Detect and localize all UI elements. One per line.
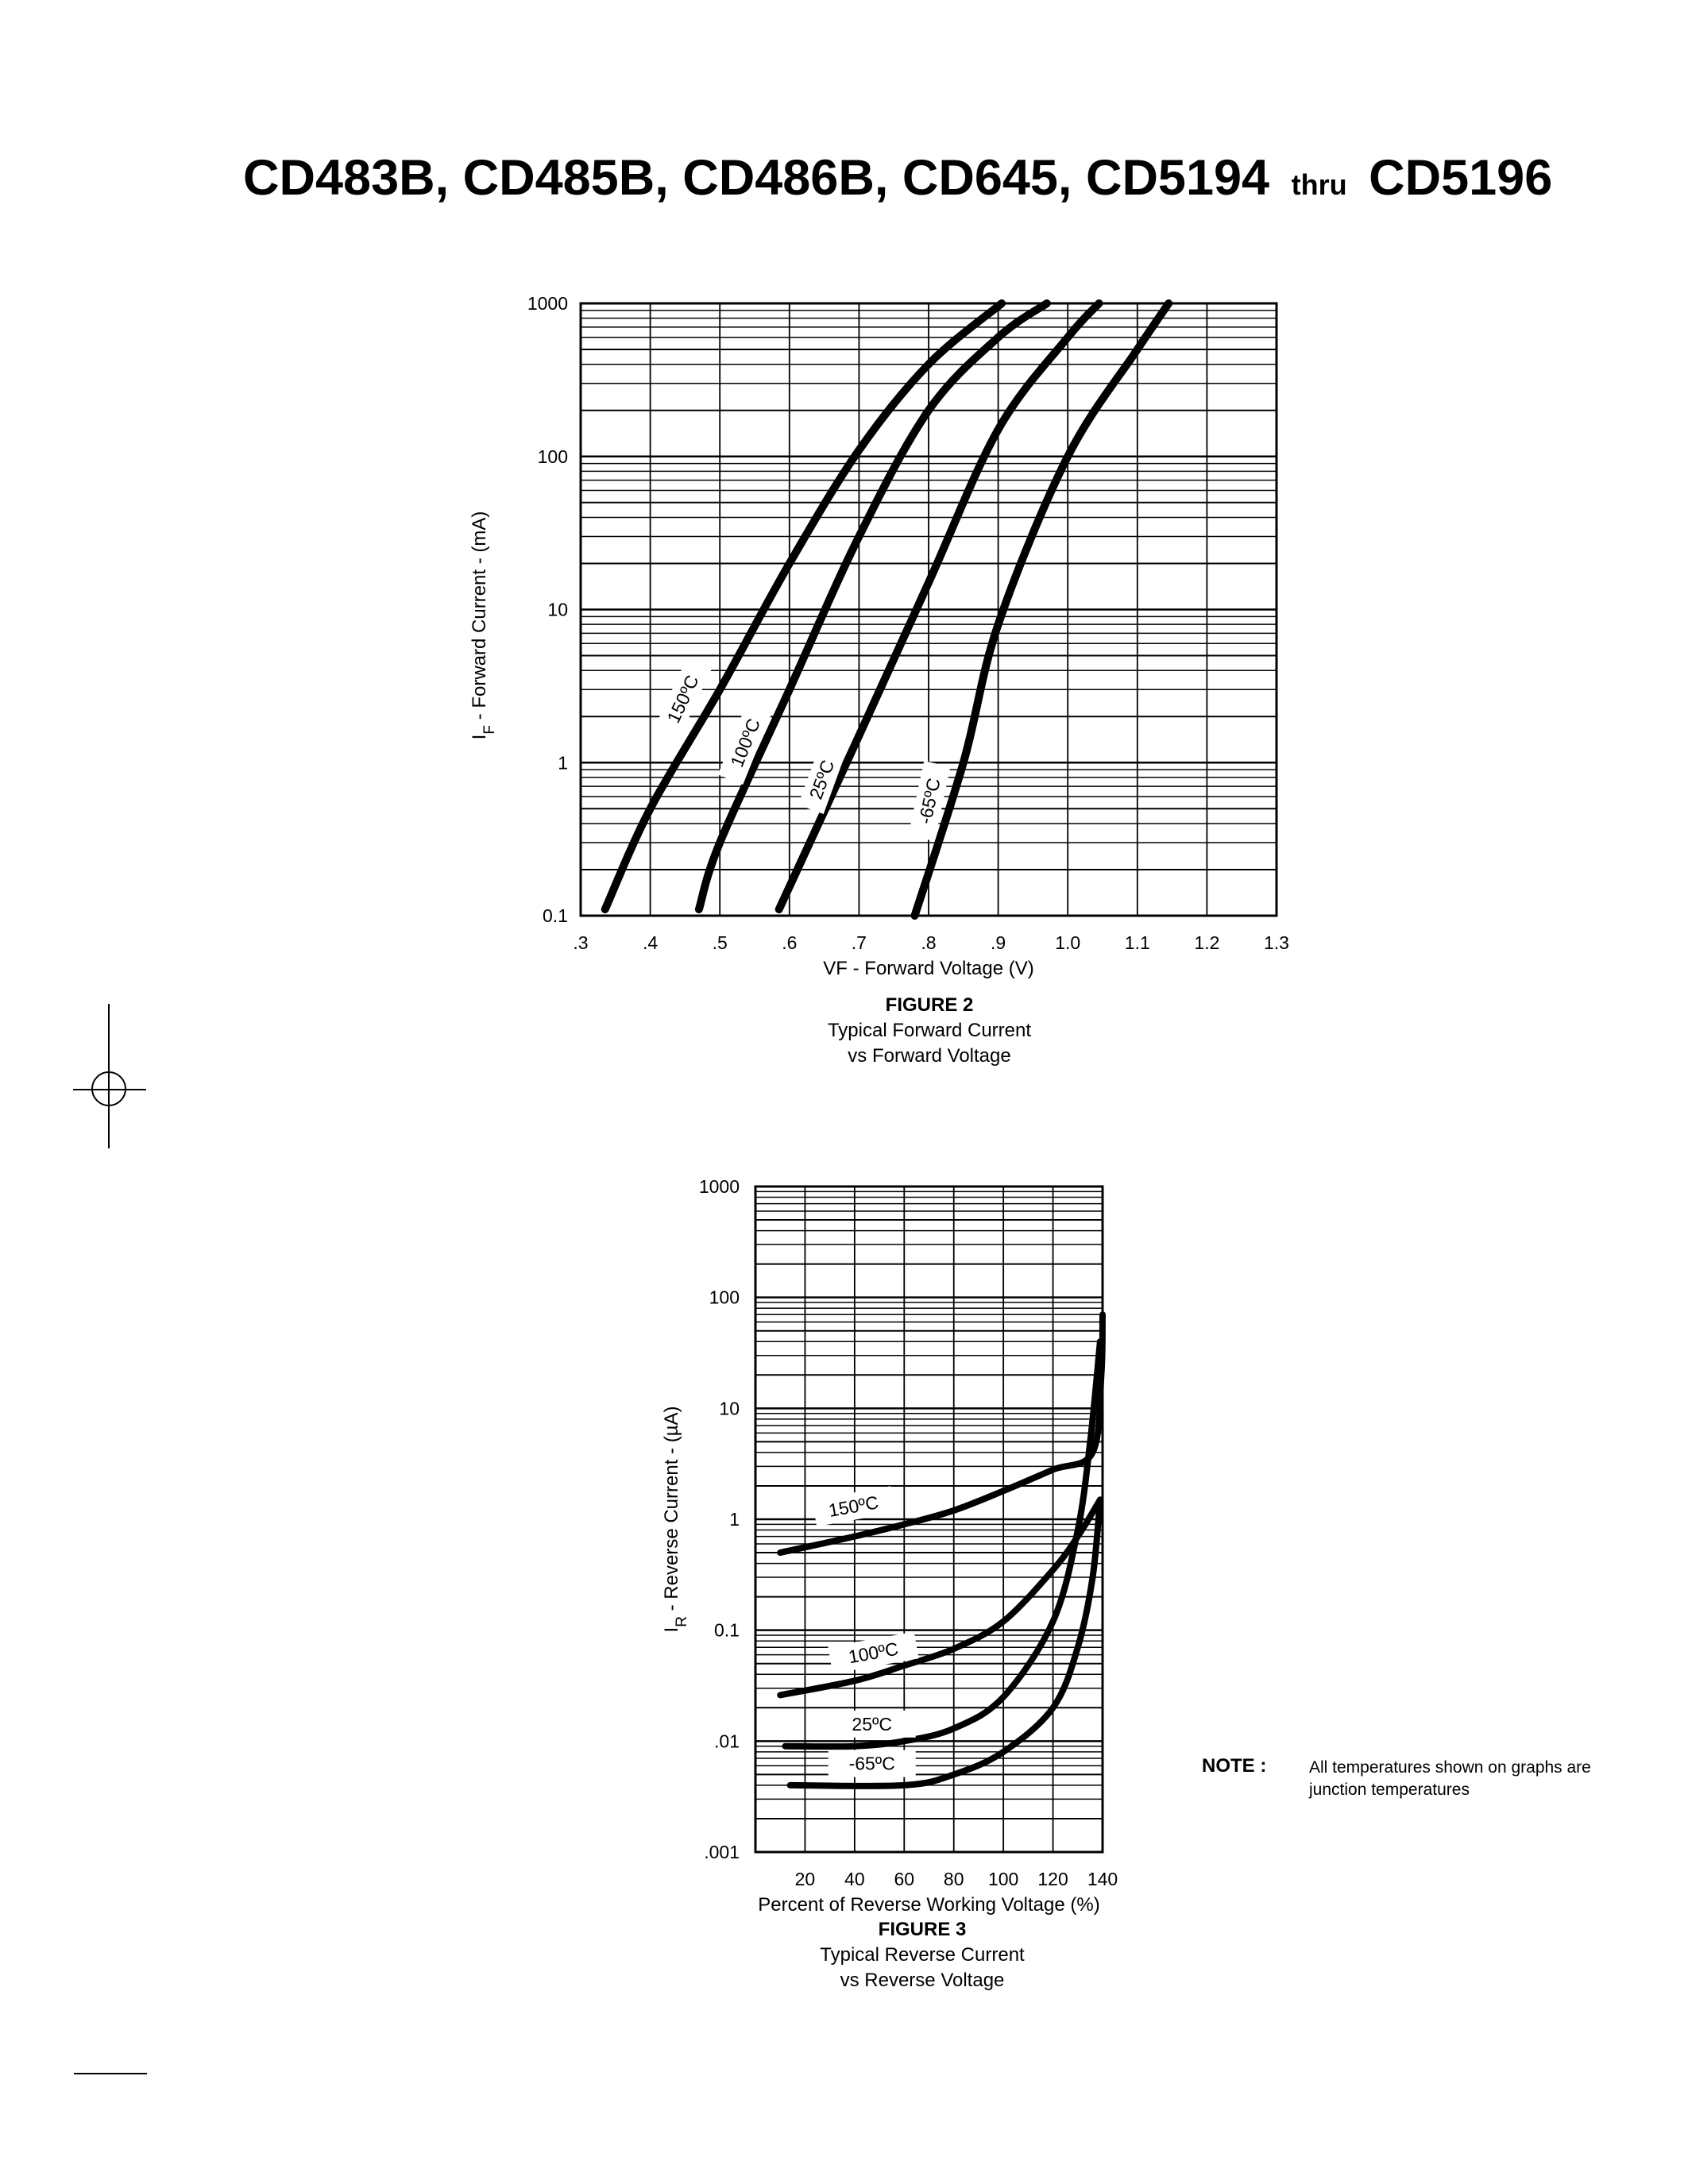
series-label-background [828, 1750, 916, 1777]
x-tick-label: 20 [795, 1869, 816, 1889]
figure-2-label: FIGURE 2 [885, 994, 974, 1016]
x-tick-label: 40 [844, 1869, 865, 1889]
figure-3-caption-line2: vs Reverse Voltage [840, 1970, 1005, 1991]
x-tick-label: 1.1 [1125, 932, 1150, 953]
figure-3-label: FIGURE 3 [878, 1919, 967, 1940]
series-label: 25ºC [852, 1714, 892, 1734]
y-tick-label: 10 [719, 1398, 740, 1418]
x-axis-label: VF - Forward Voltage (V) [823, 958, 1033, 979]
y-axis-label: IR - Reverse Current - (µA) [661, 1406, 690, 1632]
x-tick-label: 100 [988, 1869, 1018, 1889]
figure-2-chart: 0.1 1 10 100 1000 .3 .4 .5 .6 .7 .8 .9 1.0 1.1 1.2 1.3 V… [469, 293, 1289, 979]
x-tick-label: .4 [643, 932, 658, 953]
figure-2-caption: FIGURE 2 Typical Forward Current vs Forw… [743, 993, 1116, 1069]
curve-100c [694, 299, 1051, 913]
x-tick-label: 60 [894, 1869, 914, 1889]
x-tick-label: .7 [852, 932, 867, 953]
y-tick-label: 1 [558, 752, 568, 773]
series-label: -65ºC [849, 1754, 895, 1774]
page-title: CD483B, CD485B, CD486B, CD645, CD5194 th… [243, 149, 1552, 206]
x-tick-label: .6 [782, 932, 797, 953]
curve--65c [786, 1496, 1103, 1789]
y-tick-label: 1000 [699, 1176, 740, 1197]
curve-25c [774, 299, 1103, 913]
title-thru: thru [1291, 168, 1347, 201]
series-label-background [828, 1710, 916, 1738]
x-tick-label: 80 [944, 1869, 964, 1889]
title-part2: CD5196 [1369, 150, 1553, 206]
note-text: All temperatures shown on graphs are jun… [1309, 1758, 1591, 1799]
note-label: NOTE : [1202, 1755, 1267, 1777]
series-label-background [828, 1631, 919, 1674]
figure-3-caption-line1: Typical Reverse Current [820, 1944, 1025, 1966]
curve-150c [777, 1311, 1106, 1556]
figure-3-chart: .001 .01 0.1 1 10 100 1000 20 40 60 80 100 120 140 Per… [661, 1176, 1118, 1916]
y-tick-label: 1 [729, 1509, 740, 1530]
y-axis-label: IF - Forward Current - (mA) [469, 511, 498, 740]
x-tick-label: 1.3 [1264, 932, 1289, 953]
x-tick-label: 120 [1037, 1869, 1068, 1889]
series-label: -65ºC [914, 776, 944, 825]
series-label-background [812, 1486, 895, 1527]
curve-25c [782, 1338, 1103, 1750]
figure-2-caption-line1: Typical Forward Current [827, 1020, 1032, 1041]
series-label-background [798, 745, 846, 814]
x-tick-label: .5 [713, 932, 728, 953]
curve--65c [910, 299, 1173, 920]
x-tick-label: .3 [573, 932, 588, 953]
plot-frame [754, 1185, 1104, 1854]
y-tick-label: 1000 [527, 293, 568, 314]
x-tick-label: .9 [991, 932, 1006, 953]
crop-mark-line [74, 2073, 147, 2074]
x-tick-label: 1.0 [1055, 932, 1080, 953]
x-tick-label: .8 [921, 932, 936, 953]
y-tick-label: 100 [538, 446, 568, 467]
y-tick-label: 10 [547, 600, 568, 620]
x-axis-label: Percent of Reverse Working Voltage (%) [758, 1894, 1099, 1916]
series-label-background [653, 657, 713, 741]
series-label-background [717, 700, 773, 785]
y-tick-label: .01 [714, 1731, 740, 1751]
y-tick-label: 100 [709, 1287, 740, 1308]
figure-2-caption-line2: vs Forward Voltage [848, 1045, 1011, 1067]
figure-3-caption: FIGURE 3 Typical Reverse Current vs Reve… [736, 1917, 1109, 1993]
x-tick-label: 140 [1087, 1869, 1118, 1889]
curve-150c [601, 299, 1006, 913]
y-tick-label: 0.1 [543, 905, 568, 926]
title-part1: CD483B, CD485B, CD486B, CD645, CD5194 [243, 150, 1270, 206]
y-tick-label: .001 [704, 1842, 740, 1862]
y-tick-label: 0.1 [714, 1620, 740, 1641]
registration-mark-circle [91, 1071, 126, 1106]
plot-frame [579, 302, 1278, 917]
series-label-background [908, 761, 951, 842]
x-tick-label: 1.2 [1194, 932, 1219, 953]
